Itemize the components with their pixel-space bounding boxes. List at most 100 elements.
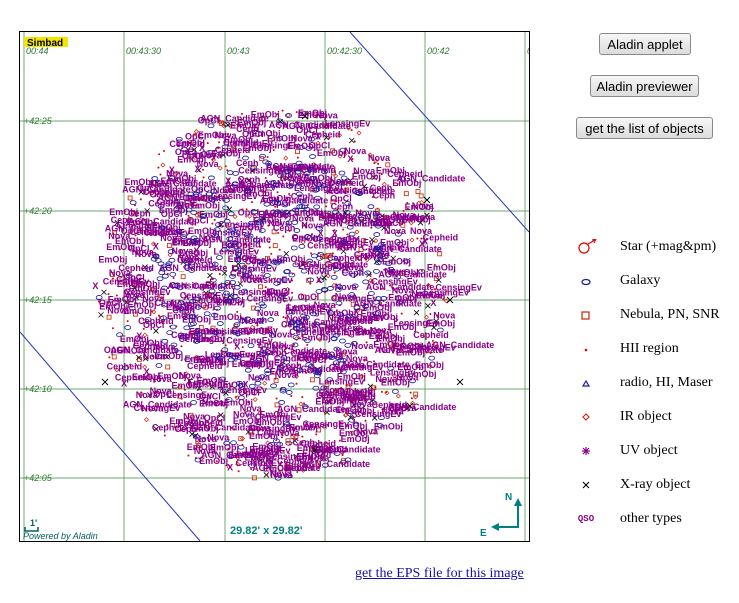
galaxy-marker	[376, 423, 384, 428]
aladin-sky-map[interactable]: LensingEv Nova EmObj Cepheid EmObj Cepheid Nov…	[19, 31, 530, 542]
ir-marker	[369, 279, 375, 285]
eps-file-link[interactable]: get the EPS file for this image	[355, 566, 524, 581]
galaxy-marker	[192, 434, 200, 439]
object-label: Ceph	[284, 463, 307, 473]
hii-marker	[274, 377, 277, 380]
hii-marker	[374, 386, 377, 389]
galaxy-marker	[173, 210, 181, 215]
object-label: Nova	[171, 246, 194, 256]
aladin-previewer-button[interactable]: Aladin previewer	[590, 75, 699, 97]
hii-marker	[370, 226, 373, 229]
xray-marker	[435, 277, 442, 283]
object-label: EmObj	[188, 226, 217, 236]
hii-marker	[211, 158, 214, 161]
galaxy-marker	[304, 234, 311, 240]
object-label: LensingEv	[231, 263, 277, 273]
object-label: OpCl	[388, 404, 410, 414]
object-label: X	[422, 236, 428, 246]
hii-marker	[401, 349, 404, 352]
galaxy-marker	[326, 446, 333, 452]
galaxy-marker	[172, 239, 180, 245]
object-label: EmObj	[302, 332, 331, 342]
galaxy-marker	[230, 440, 237, 446]
hii-marker	[239, 181, 242, 184]
object-label: AGN_Candidate	[225, 180, 294, 190]
ir-marker	[408, 220, 414, 226]
hii-marker	[279, 352, 282, 355]
galaxy-marker	[362, 279, 370, 285]
object-label: X	[136, 331, 142, 341]
hii-marker	[148, 408, 151, 411]
object-label: EmObj	[132, 372, 161, 382]
galaxy-marker	[253, 237, 261, 243]
hii-marker	[244, 411, 247, 414]
hii-marker	[433, 288, 436, 291]
xray-marker	[381, 225, 387, 231]
xray-marker	[207, 272, 213, 279]
object-list-button[interactable]: get the list of objects	[576, 117, 713, 139]
sky-map-canvas[interactable]: LensingEvNovaEmObjCepheidEmObjCepheidNov…	[20, 32, 529, 541]
galaxy-marker	[285, 390, 293, 395]
galaxy-marker	[231, 181, 239, 187]
galaxy-marker	[339, 459, 347, 465]
xray-marker	[164, 354, 170, 360]
object-label: EmObj	[232, 359, 261, 369]
object-label: Nova	[344, 393, 367, 403]
galaxy-marker	[242, 272, 250, 278]
object-label: OpCl	[238, 387, 259, 397]
nebula-marker	[230, 146, 236, 152]
xray-marker	[373, 258, 380, 265]
ir-marker	[323, 355, 329, 361]
object-label: Cepheid	[107, 361, 143, 371]
galaxy-marker	[320, 183, 328, 188]
nebula-marker	[295, 149, 300, 155]
ir-marker	[349, 430, 355, 436]
hii-marker	[259, 245, 262, 248]
object-label: EmObj	[159, 205, 188, 215]
xray-marker	[301, 221, 308, 228]
hii-marker	[260, 326, 263, 329]
hii-marker	[281, 109, 284, 112]
ir-marker	[183, 371, 189, 377]
object-label: EmObj	[176, 138, 205, 148]
object-label: Nova	[146, 228, 169, 238]
object-label: Ceph	[236, 158, 259, 168]
galaxy-marker	[309, 176, 317, 181]
ir-marker	[367, 152, 373, 158]
object-label: EmObj	[343, 327, 372, 337]
object-label: OpCl	[161, 209, 183, 219]
object-label: Nova	[335, 347, 358, 357]
ir-marker	[247, 213, 253, 219]
object-label: Nova	[257, 308, 280, 318]
object-label: OpCl	[177, 331, 199, 341]
hii-marker	[356, 389, 359, 392]
object-label: CensingEv	[148, 199, 195, 209]
object-label: Nova	[241, 316, 264, 326]
galaxy-marker	[375, 296, 383, 302]
galaxy-marker	[385, 261, 392, 267]
hii-marker	[211, 282, 214, 285]
hii-marker	[182, 230, 185, 233]
hii-marker	[246, 333, 249, 336]
object-label: EmObj	[177, 154, 206, 164]
nebula-marker	[119, 276, 125, 281]
galaxy-marker	[353, 305, 361, 311]
object-label: AGN_Candidate	[426, 340, 495, 350]
hii-marker	[291, 311, 294, 314]
galaxy-marker	[232, 170, 240, 176]
hii-marker	[202, 176, 205, 179]
galaxy-marker	[231, 354, 238, 360]
object-label: LensingEv	[338, 362, 384, 372]
ir-marker	[315, 140, 321, 146]
nebula-marker	[229, 123, 235, 129]
galaxy-marker	[328, 355, 335, 360]
galaxy-marker	[192, 338, 200, 344]
xray-marker	[409, 215, 416, 221]
hii-marker	[277, 123, 280, 126]
aladin-applet-button[interactable]: Aladin applet	[599, 33, 691, 55]
object-label: Cepheid	[143, 187, 179, 197]
object-label: EmObj	[400, 341, 429, 351]
ir-marker	[265, 440, 271, 446]
hii-marker	[317, 280, 320, 283]
nebula-marker	[341, 180, 347, 185]
